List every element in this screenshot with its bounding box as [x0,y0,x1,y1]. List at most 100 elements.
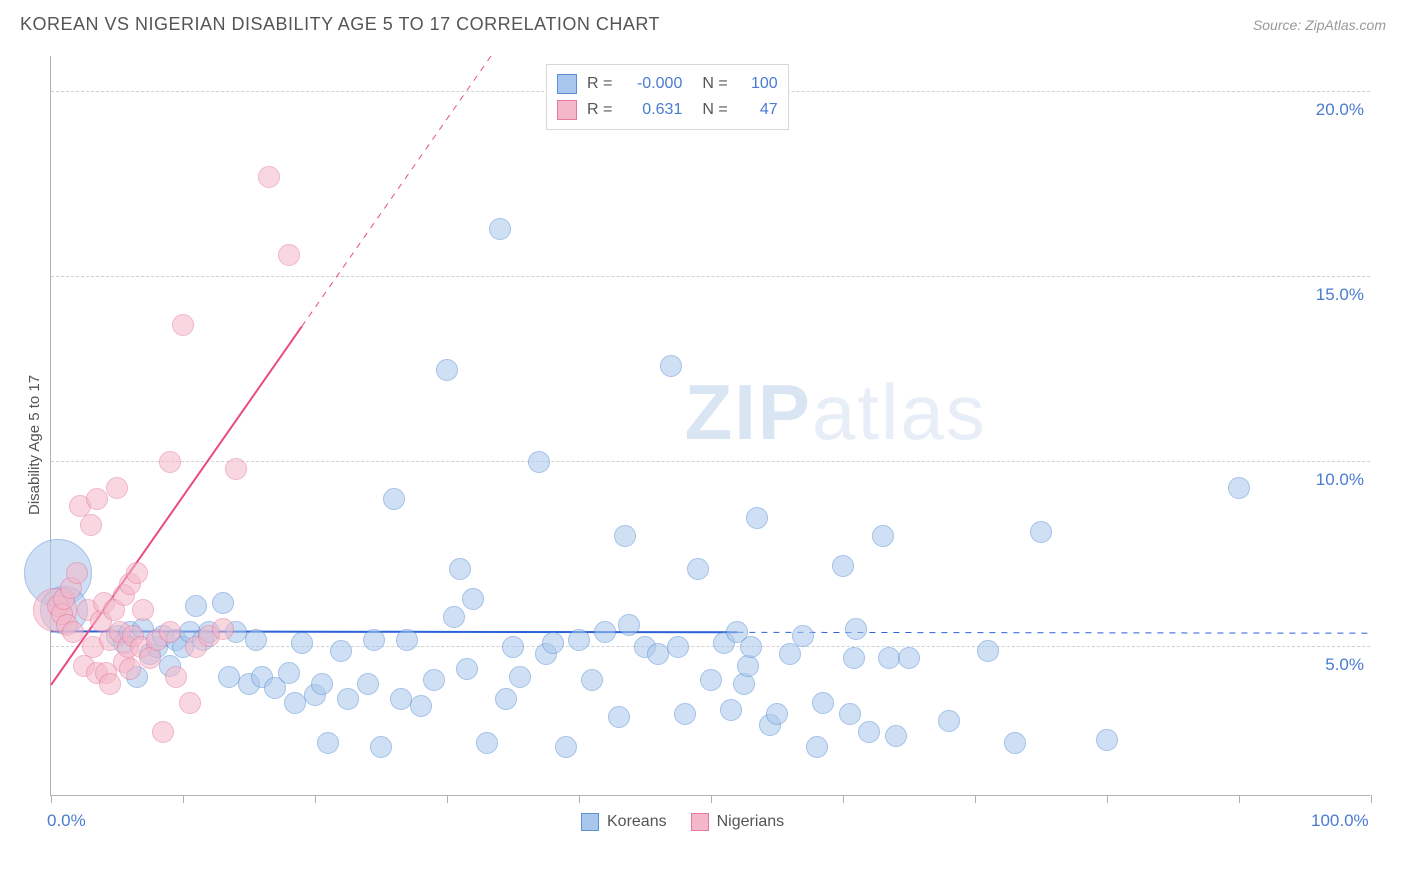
marker-nigerians [278,244,300,266]
series-label: Koreans [607,813,667,831]
marker-koreans [245,629,267,651]
marker-koreans [1030,521,1052,543]
x-tick-label: 100.0% [1311,811,1369,831]
marker-nigerians [172,314,194,336]
x-tick-label: 0.0% [47,811,86,831]
marker-koreans [528,451,550,473]
marker-koreans [660,355,682,377]
marker-koreans [878,647,900,669]
marker-nigerians [165,666,187,688]
marker-koreans [779,643,801,665]
marker-nigerians [152,721,174,743]
marker-koreans [509,666,531,688]
marker-koreans [843,647,865,669]
marker-nigerians [258,166,280,188]
marker-koreans [489,218,511,240]
marker-koreans [337,688,359,710]
stats-legend-row: R =0.631N =47 [557,97,778,123]
marker-koreans [667,636,689,658]
marker-koreans [462,588,484,610]
marker-koreans [700,669,722,691]
trend-line-dashed-nigerians [302,56,491,326]
marker-nigerians [212,618,234,640]
marker-koreans [502,636,524,658]
marker-koreans [542,632,564,654]
legend-swatch [691,813,709,831]
legend-n-label: N = [702,101,727,119]
chart-title: KOREAN VS NIGERIAN DISABILITY AGE 5 TO 1… [20,14,660,35]
x-tick [51,795,52,803]
x-tick [975,795,976,803]
marker-koreans [1228,477,1250,499]
marker-koreans [436,359,458,381]
marker-koreans [449,558,471,580]
series-legend-item: Nigerians [691,813,785,831]
marker-koreans [363,629,385,651]
y-axis-label: Disability Age 5 to 17 [26,375,43,515]
legend-swatch [557,100,577,120]
marker-koreans [456,658,478,680]
marker-koreans [291,632,313,654]
marker-koreans [390,688,412,710]
marker-koreans [396,629,418,651]
marker-koreans [1004,732,1026,754]
marker-koreans [218,666,240,688]
marker-koreans [746,507,768,529]
marker-koreans [898,647,920,669]
marker-koreans [278,662,300,684]
marker-koreans [357,673,379,695]
marker-koreans [594,621,616,643]
marker-koreans [476,732,498,754]
marker-koreans [674,703,696,725]
marker-koreans [423,669,445,691]
marker-nigerians [66,562,88,584]
x-tick [1239,795,1240,803]
x-tick [447,795,448,803]
marker-nigerians [106,477,128,499]
marker-nigerians [80,514,102,536]
legend-n-value: 100 [738,75,778,93]
chart-container: Disability Age 5 to 17 ZIPatlas 5.0%10.0… [50,56,1390,836]
marker-koreans [555,736,577,758]
stats-legend: R =-0.000N =100R =0.631N =47 [546,64,789,130]
series-legend: Koreans Nigerians [581,813,784,831]
marker-koreans [792,625,814,647]
marker-nigerians [179,692,201,714]
legend-r-value: -0.000 [622,75,682,93]
marker-koreans [383,488,405,510]
marker-koreans [410,695,432,717]
marker-koreans [581,669,603,691]
marker-koreans [568,629,590,651]
marker-nigerians [86,488,108,510]
legend-r-value: 0.631 [622,101,682,119]
marker-koreans [495,688,517,710]
marker-nigerians [99,673,121,695]
series-label: Nigerians [717,813,785,831]
marker-koreans [284,692,306,714]
marker-koreans [330,640,352,662]
x-tick [711,795,712,803]
plot-area: ZIPatlas 5.0%10.0%15.0%20.0%0.0%100.0%R … [50,56,1370,796]
legend-swatch [581,813,599,831]
marker-koreans [766,703,788,725]
marker-koreans [317,732,339,754]
marker-koreans [1096,729,1118,751]
marker-koreans [614,525,636,547]
marker-nigerians [159,451,181,473]
marker-koreans [845,618,867,640]
marker-koreans [212,592,234,614]
legend-n-label: N = [702,75,727,93]
x-tick [315,795,316,803]
x-tick [579,795,580,803]
legend-r-label: R = [587,101,612,119]
marker-koreans [608,706,630,728]
marker-koreans [858,721,880,743]
legend-r-label: R = [587,75,612,93]
stats-legend-row: R = -0.000 N = 100 [557,71,778,97]
marker-koreans [812,692,834,714]
trend-line-dashed-koreans [737,632,1371,633]
marker-koreans [832,555,854,577]
marker-koreans [740,636,762,658]
marker-koreans [618,614,640,636]
marker-koreans [938,710,960,732]
